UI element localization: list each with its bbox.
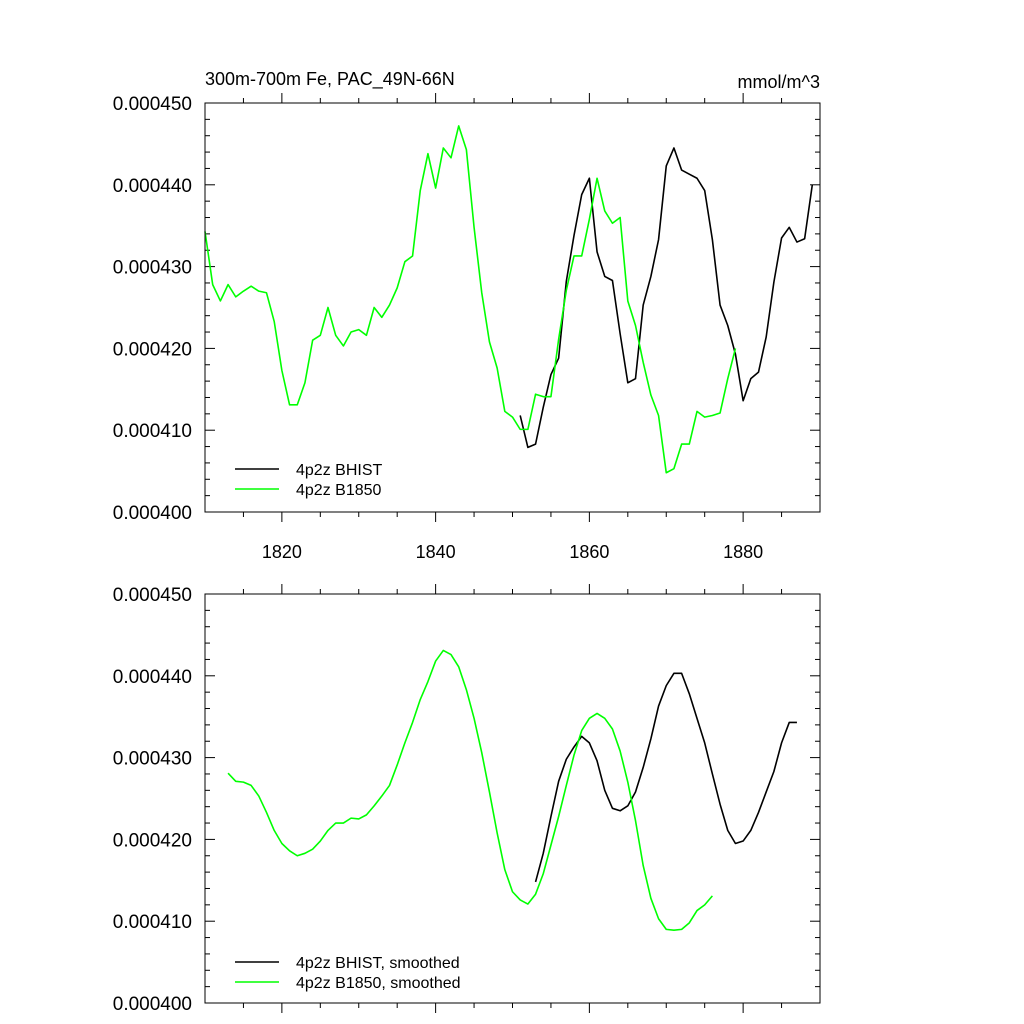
- legend-label-bhist: 4p2z BHIST: [296, 462, 382, 479]
- bottom-chart-lines: [227, 649, 797, 932]
- top-chart-frame: [204, 102, 821, 513]
- y-tick-label: 0.000450: [113, 94, 192, 115]
- y-tick-label: 0.000400: [113, 503, 192, 524]
- y-tick-label: 0.000450: [113, 585, 192, 606]
- y-tick-label: 0.000430: [113, 258, 192, 279]
- bottom-chart-legend: 4p2z BHIST, smoothed 4p2z B1850, smoothe…: [235, 955, 461, 992]
- y-tick-label: 0.000400: [113, 994, 192, 1015]
- y-tick-label: 0.000430: [113, 749, 192, 770]
- series-line-b1850-smoothed: [227, 649, 713, 932]
- y-tick-label: 0.000440: [113, 667, 192, 688]
- y-tick-label: 0.000420: [113, 339, 192, 360]
- top-chart-panel: 300m-700m Fe, PAC_49N-66N mmol/m^3 0.000…: [113, 69, 821, 562]
- bottom-chart-frame: [204, 593, 821, 1004]
- top-chart-ticks: [205, 93, 820, 522]
- top-chart-axis-labels: 0.000400 0.000410 0.000420 0.000430 0.000440…: [113, 94, 763, 562]
- x-tick-label: 1840: [416, 542, 456, 562]
- series-line-bhist-smoothed: [534, 672, 797, 883]
- bottom-chart-axis-labels: 0.000400 0.000410 0.000420 0.000430 0.000440…: [113, 585, 192, 1015]
- series-line-bhist: [519, 147, 814, 449]
- top-chart-lines: [204, 125, 814, 474]
- y-tick-label: 0.000410: [113, 912, 192, 933]
- x-tick-label: 1820: [262, 542, 302, 562]
- top-chart-title: 300m-700m Fe, PAC_49N-66N: [205, 69, 455, 90]
- legend-label-bhist-smoothed: 4p2z BHIST, smoothed: [296, 955, 460, 972]
- x-tick-label: 1880: [723, 542, 763, 562]
- y-tick-label: 0.000440: [113, 176, 192, 197]
- x-tick-label: 1860: [569, 542, 609, 562]
- bottom-chart-ticks: [205, 584, 820, 1013]
- top-chart-units: mmol/m^3: [738, 72, 820, 92]
- y-tick-label: 0.000410: [113, 421, 192, 442]
- legend-label-b1850-smoothed: 4p2z B1850, smoothed: [296, 975, 461, 992]
- y-tick-label: 0.000420: [113, 830, 192, 851]
- series-line-b1850: [204, 125, 737, 474]
- top-chart-legend: 4p2z BHIST 4p2z B1850: [235, 462, 382, 499]
- bottom-chart-panel: 0.000400 0.000410 0.000420 0.000430 0.000440…: [113, 584, 821, 1015]
- legend-label-b1850: 4p2z B1850: [296, 482, 382, 499]
